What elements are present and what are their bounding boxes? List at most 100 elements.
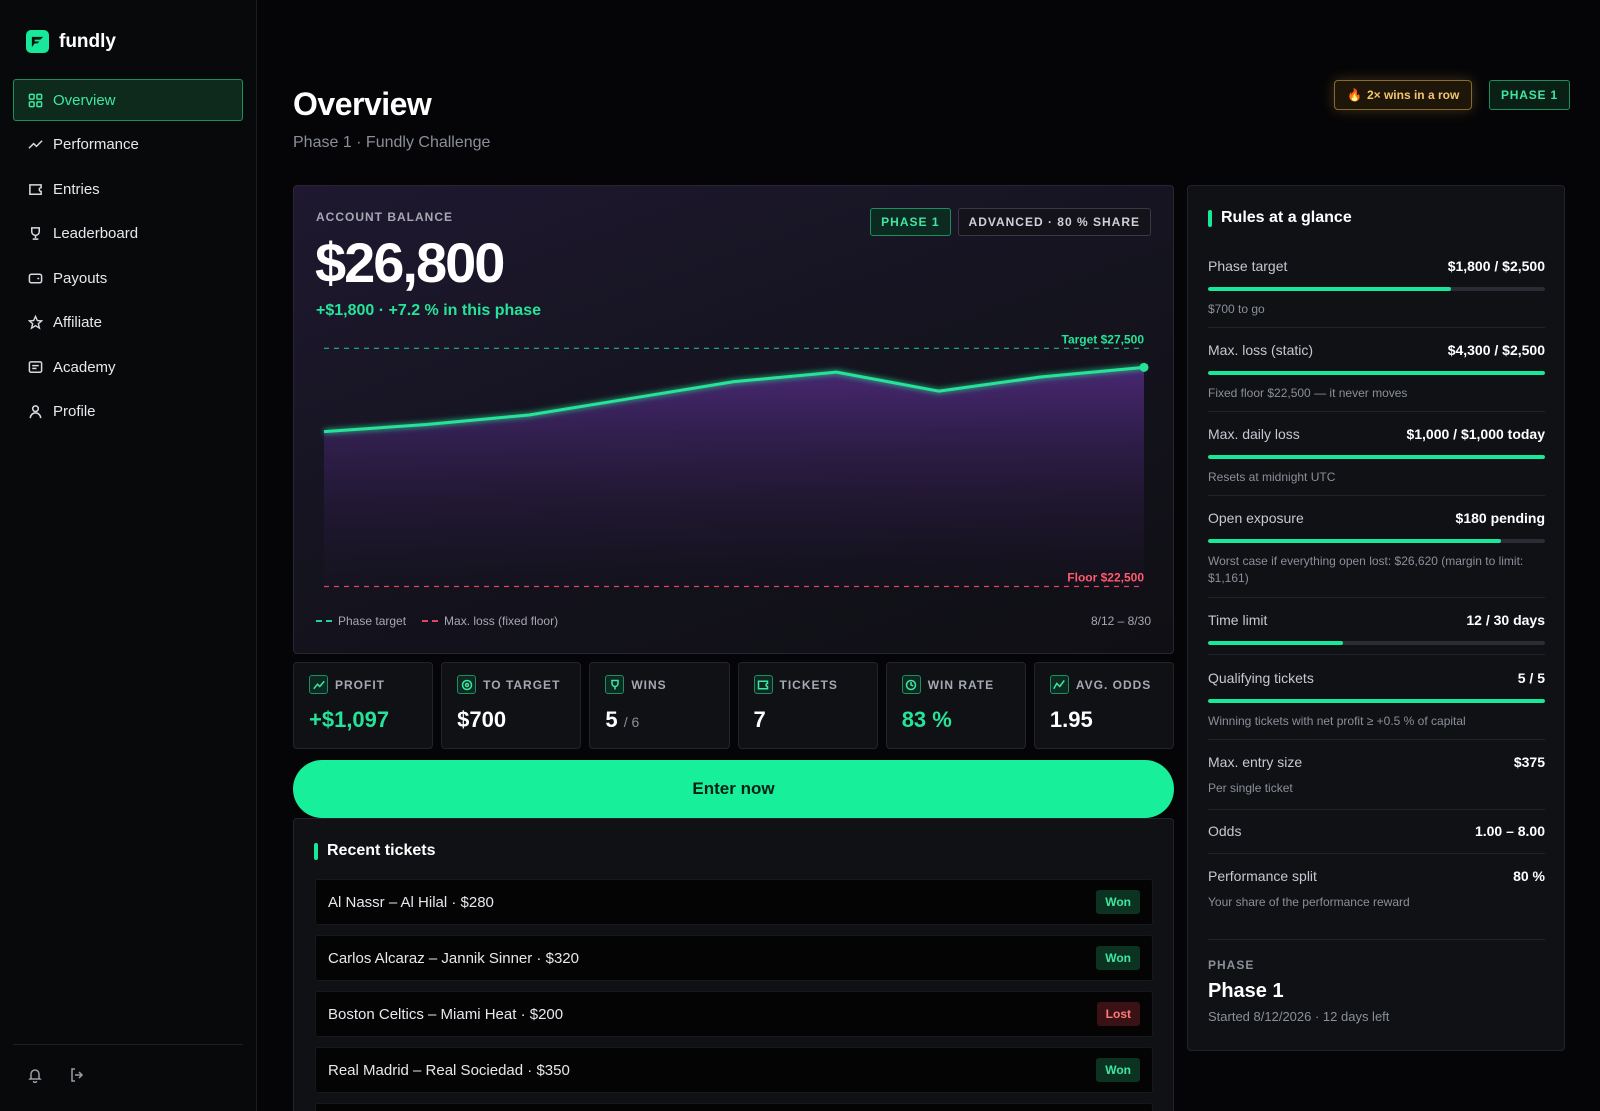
rule-value: $1,800 / $2,500	[1447, 258, 1545, 274]
user-icon	[27, 404, 43, 420]
balance-value: $26,800	[315, 231, 505, 294]
sidebar-item-overview[interactable]: Overview	[13, 79, 243, 121]
sidebar-item-payouts[interactable]: Payouts	[13, 257, 243, 299]
enter-now-button[interactable]: Enter now	[293, 760, 1174, 818]
stat-avg-odds: AVG. ODDS 1.95	[1033, 662, 1175, 749]
stat-value-text: 1.95	[1049, 707, 1093, 732]
ticket-text: Boston Celtics – Miami Heat · $200	[328, 1005, 564, 1023]
legend-item-floor: Max. loss (fixed floor)	[422, 614, 558, 628]
balance-label: ACCOUNT BALANCE	[316, 210, 453, 224]
phase-summary: PHASE Phase 1 Started 8/12/2026 · 12 day…	[1208, 958, 1389, 1024]
brand[interactable]: fundly	[26, 30, 116, 53]
sidebar-item-entries[interactable]: Entries	[13, 168, 243, 210]
rule-max-daily-loss: Max. daily loss $1,000 / $1,000 today Res…	[1208, 426, 1545, 486]
ticket-icon	[753, 675, 773, 694]
brand-name: fundly	[59, 30, 116, 52]
rule-label: Performance split	[1208, 868, 1317, 884]
rule-progress-fill	[1208, 539, 1502, 543]
sidebar-item-leaderboard[interactable]: Leaderboard	[13, 213, 243, 255]
divider	[1208, 411, 1545, 412]
rule-value: $180 pending	[1455, 510, 1545, 526]
rule-progress-fill	[1208, 455, 1545, 459]
phase-summary-name: Phase 1	[1208, 980, 1284, 1002]
divider	[1208, 739, 1545, 740]
stat-head: AVG. ODDS	[1049, 675, 1158, 694]
stat-value: 7	[754, 707, 862, 733]
stat-label: TO TARGET	[483, 677, 561, 692]
page-title: Overview	[293, 86, 432, 122]
stat-value-text: 5	[605, 707, 618, 732]
chart-legend: Phase target Max. loss (fixed floor)	[316, 614, 558, 628]
sidebar-item-label: Overview	[53, 91, 116, 109]
stat-value-text: 7	[753, 707, 766, 732]
divider	[1208, 597, 1545, 598]
sidebar: fundly Overview Performance Entries Lead…	[0, 0, 257, 1111]
trophy-icon	[605, 675, 625, 694]
rule-note: Your share of the performance reward	[1208, 895, 1410, 909]
stat-label: WINS	[631, 677, 667, 692]
sidebar-item-performance[interactable]: Performance	[13, 124, 243, 166]
ticket-row[interactable]: Carlos Alcaraz – Jannik Sinner · $320 Wo…	[315, 935, 1153, 981]
sidebar-item-label: Payouts	[53, 269, 108, 287]
bell-icon[interactable]	[27, 1067, 43, 1088]
rule-value: $4,300 / $2,500	[1447, 342, 1545, 358]
ticket-row[interactable]: Al Nassr – Al Hilal · $280 Won	[315, 879, 1153, 925]
fire-icon: 🔥	[1347, 88, 1362, 102]
star-icon	[27, 315, 43, 331]
ticket-row[interactable]: Real Madrid – Real Sociedad · $350 Won	[315, 1047, 1153, 1093]
rule-time-limit: Time limit 12 / 30 days	[1208, 612, 1545, 645]
sidebar-item-label: Entries	[53, 180, 100, 198]
balance-series-line	[323, 365, 1145, 434]
rule-progress	[1208, 539, 1545, 543]
stat-value: $700	[457, 707, 565, 733]
sidebar-item-label: Profile	[53, 403, 96, 420]
sidebar-item-label: Academy	[53, 358, 116, 376]
wallet-icon	[27, 270, 43, 286]
stat-value-text: 83 %	[901, 707, 952, 732]
stat-label: AVG. ODDS	[1075, 677, 1152, 692]
stat-profit: PROFIT +$1,097	[293, 662, 434, 749]
stat-head: WINS	[605, 675, 713, 694]
target-label: Target $27,500	[1062, 332, 1145, 346]
stat-label: TICKETS	[779, 677, 838, 692]
stat-head: PROFIT	[309, 675, 417, 694]
legend-label: Phase target	[338, 614, 407, 628]
rule-progress	[1208, 641, 1545, 645]
stat-value: 83 %	[902, 707, 1010, 733]
balance-chart: Target $27,500 Floor $22,500	[323, 332, 1149, 588]
sidebar-item-affiliate[interactable]: Affiliate	[13, 302, 243, 344]
rule-label: Max. loss (static)	[1208, 342, 1314, 358]
sidebar-item-academy[interactable]: Academy	[13, 346, 243, 388]
status-badge: Won	[1096, 946, 1140, 970]
trend-icon	[27, 137, 43, 153]
phase-badge: PHASE 1	[870, 208, 951, 236]
rule-progress	[1208, 287, 1545, 291]
rule-performance-split: Performance split 80 % Your share of the …	[1208, 868, 1545, 911]
legend-swatch	[422, 620, 439, 622]
recent-tickets-title: Recent tickets	[314, 842, 436, 860]
rule-label: Qualifying tickets	[1208, 670, 1314, 686]
divider	[1208, 939, 1545, 940]
floor-label: Floor $22,500	[1067, 570, 1144, 584]
page-subtitle: Phase 1 · Fundly Challenge	[293, 134, 491, 151]
rule-label: Max. entry size	[1208, 754, 1303, 770]
ticket-row[interactable]	[315, 1103, 1153, 1111]
logout-icon[interactable]	[69, 1067, 85, 1088]
stat-tickets: TICKETS 7	[737, 662, 878, 749]
stat-value: 1.95	[1050, 707, 1158, 733]
legend-label: Max. loss (fixed floor)	[444, 614, 559, 628]
divider	[1208, 853, 1545, 854]
chart-date-range: 8/12 – 8/30	[1090, 614, 1151, 628]
rule-progress-fill	[1208, 699, 1545, 703]
rule-progress-fill	[1208, 287, 1451, 291]
rule-label: Time limit	[1208, 612, 1268, 628]
stat-value-text: +$1,097	[309, 707, 390, 732]
stat-sub: / 6	[623, 714, 640, 730]
ticket-row[interactable]: Boston Celtics – Miami Heat · $200 Lost	[315, 991, 1153, 1037]
rule-note: $700 to go	[1208, 302, 1265, 316]
sidebar-item-profile[interactable]: Profile	[13, 391, 243, 433]
stat-head: TICKETS	[753, 675, 862, 694]
book-icon	[27, 359, 43, 375]
phase-summary-meta: Started 8/12/2026 · 12 days left	[1208, 1009, 1390, 1024]
rule-progress	[1208, 371, 1545, 375]
